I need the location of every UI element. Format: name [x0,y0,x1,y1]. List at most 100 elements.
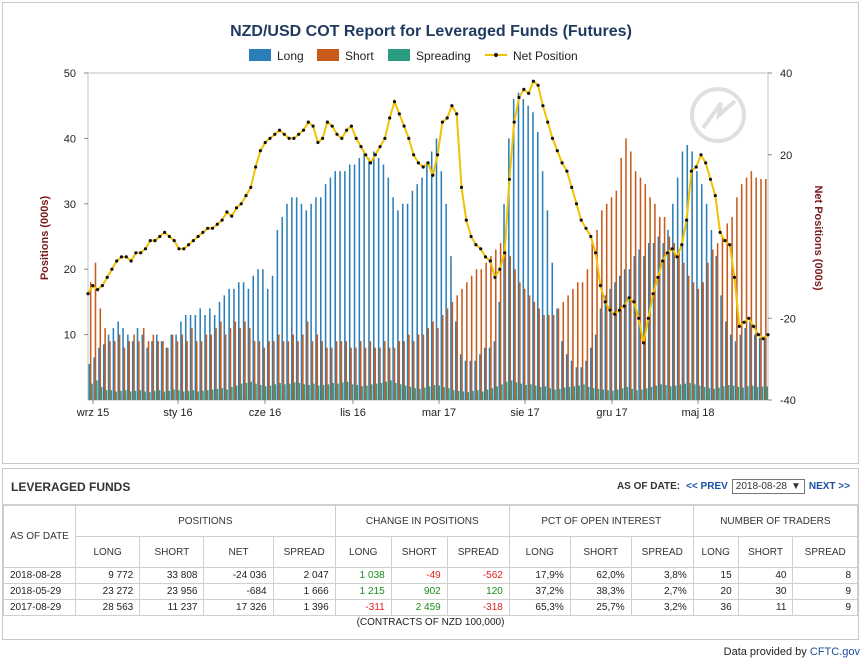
long-bar [112,328,115,400]
long-bar [546,210,549,400]
net-position-point [340,136,344,140]
long-bar [763,335,766,400]
net-position-point [392,100,397,104]
short-bar [490,256,492,400]
short-bar [509,256,511,400]
spreading-bar [187,390,190,400]
short-bar [567,295,569,400]
prev-button[interactable]: << PREV [686,481,728,492]
net-position-point [273,132,277,136]
legend-swatch-spreading [388,49,410,61]
spreading-bar [289,383,291,400]
net-position-point [268,136,272,140]
legend-marker [494,53,498,57]
net-position-point [196,234,200,239]
net-position-point [589,234,593,239]
long-bar [619,275,621,400]
net-position-point [570,185,574,189]
spreading-bar [448,388,450,400]
long-bar [276,229,279,400]
spreading-bar [510,380,513,400]
spreading-bar [756,386,759,400]
short-bar [306,321,309,400]
short-bar [94,262,97,400]
spreading-bar [125,390,127,400]
spreading-bar [462,391,465,400]
long-bar [406,203,409,400]
long-bar [387,177,390,400]
net-position-point [139,251,143,255]
net-position-point [124,255,128,259]
short-bar [123,347,126,400]
spreading-bar [211,389,214,400]
net-position-point [153,239,157,243]
net-position-point [455,112,459,116]
net-position-point [277,128,282,132]
short-bar [142,328,145,400]
short-bar [644,184,647,400]
spreading-bar [144,391,146,400]
short-bar [543,314,545,400]
spreading-bar [554,389,556,400]
short-bar [239,328,241,400]
spreading-bar [713,388,715,400]
group-traders: NUMBER OF TRADERS [692,505,859,537]
short-bar [716,243,719,400]
net-position-point [498,267,502,271]
short-bar [118,334,121,400]
chart-legend: Long Short Spreading Net Position [249,49,578,63]
net-position-point [617,308,622,312]
long-bar [377,158,380,400]
long-bar [522,99,525,400]
long-bar [599,308,602,400]
net-position-point [704,161,708,165]
long-bar [98,347,100,400]
spreading-bar [751,385,754,400]
net-position-point [412,153,416,157]
short-bar [697,288,700,400]
net-position-point [483,255,488,259]
long-bar [488,347,491,400]
next-button[interactable]: NEXT >> [808,481,850,492]
spreading-bar [616,389,619,400]
spreading-bar [361,386,363,400]
col-as-of-date: AS OF DATE [3,505,76,568]
short-bar [591,243,593,400]
net-position-point [206,226,210,230]
long-bar [537,131,539,401]
spreading-bar [698,385,701,400]
cell-change-long: 1 215 [334,583,392,600]
table-row: 2017-08-29 28 563 11 237 17 326 1 396 -3… [3,599,858,616]
net-position-point [574,202,579,206]
net-position-point [718,230,722,234]
net-position-point [479,247,483,251]
legend-swatch-short [317,49,339,61]
long-bar [430,151,433,400]
spreading-bar [467,392,469,400]
long-bar [291,197,293,400]
date-select[interactable]: 2018-08-28 ▼ [731,479,805,494]
short-bar [176,341,179,400]
spreading-bar [197,391,199,400]
cell-traders-short: 11 [737,599,794,616]
short-bar [552,314,555,400]
short-bar [461,288,463,400]
long-bar [257,269,259,400]
spreading-bar [235,385,238,400]
cell-long: 28 563 [74,599,141,616]
net-position-point [536,83,540,87]
spreading-bar [592,388,595,400]
net-position-line [87,79,769,343]
spreading-bar [501,384,503,400]
short-bar [195,341,198,400]
spreading-bar [419,388,421,400]
cell-long: 23 272 [74,583,141,600]
net-position-point [416,161,420,165]
col-change-long: LONG [334,536,392,568]
net-position-point [349,124,353,128]
spreading-bar [226,389,228,400]
net-position-point [373,153,377,157]
short-bar [157,341,159,400]
cftc-link[interactable]: CFTC.gov [809,646,860,658]
long-bar [373,151,375,400]
